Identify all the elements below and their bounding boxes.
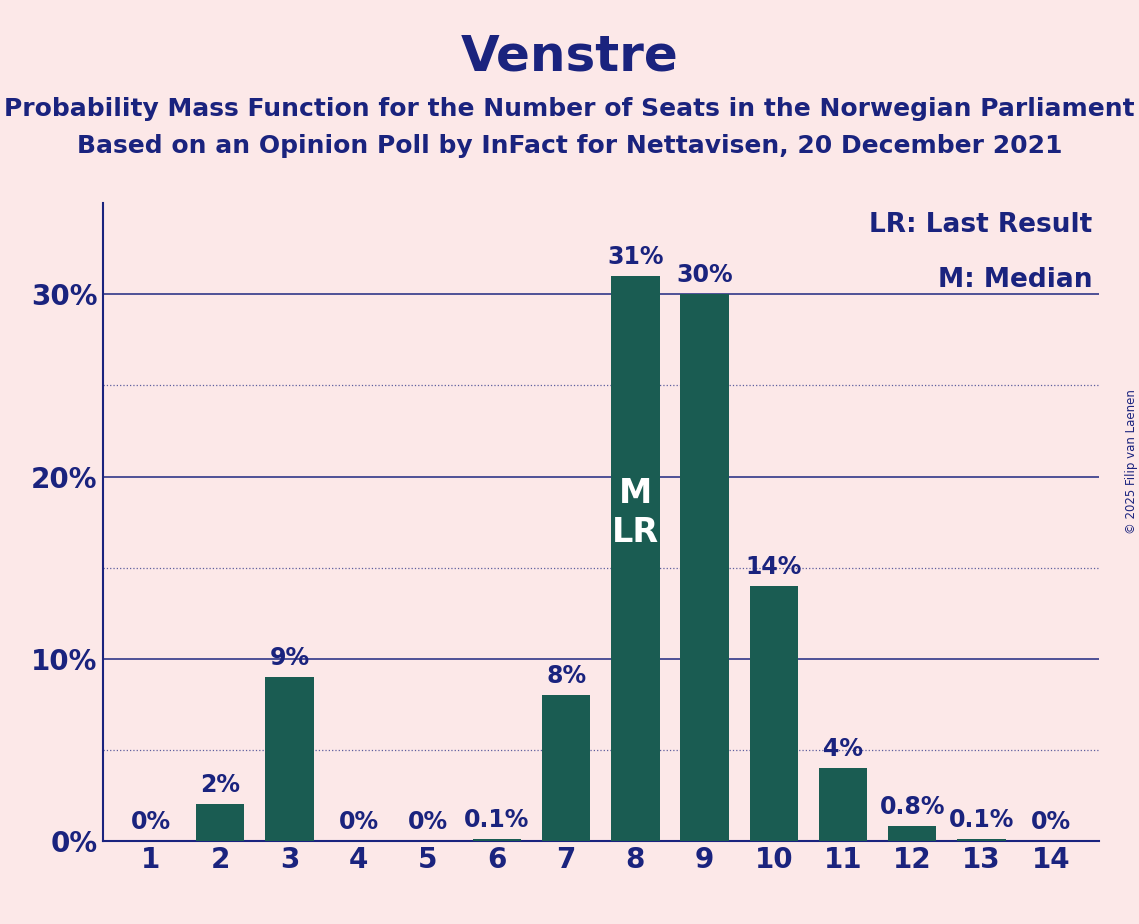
Text: Based on an Opinion Poll by InFact for Nettavisen, 20 December 2021: Based on an Opinion Poll by InFact for N… [76, 134, 1063, 158]
Text: 0%: 0% [408, 809, 448, 833]
Bar [473, 839, 522, 841]
Text: Venstre: Venstre [460, 32, 679, 80]
Text: 0.1%: 0.1% [949, 808, 1014, 832]
Bar [680, 295, 729, 841]
Text: 4%: 4% [823, 736, 863, 760]
Text: LR: Last Result: LR: Last Result [869, 213, 1092, 238]
Text: 9%: 9% [269, 646, 310, 670]
Text: 0.1%: 0.1% [465, 808, 530, 832]
Text: M
LR: M LR [612, 478, 659, 549]
Bar [612, 276, 659, 841]
Bar [196, 805, 245, 841]
Text: Probability Mass Function for the Number of Seats in the Norwegian Parliament: Probability Mass Function for the Number… [5, 97, 1134, 121]
Text: M: Median: M: Median [937, 267, 1092, 293]
Bar [819, 768, 867, 841]
Text: 31%: 31% [607, 245, 664, 269]
Text: 2%: 2% [200, 773, 240, 797]
Text: 0.8%: 0.8% [879, 795, 945, 819]
Bar [749, 586, 798, 841]
Text: © 2025 Filip van Laenen: © 2025 Filip van Laenen [1124, 390, 1138, 534]
Text: 0%: 0% [131, 809, 171, 833]
Bar [888, 826, 936, 841]
Text: 0%: 0% [1031, 809, 1071, 833]
Text: 8%: 8% [547, 663, 587, 687]
Text: 14%: 14% [746, 554, 802, 578]
Bar [542, 695, 590, 841]
Text: 0%: 0% [338, 809, 378, 833]
Bar [957, 839, 1006, 841]
Bar [265, 677, 313, 841]
Text: 30%: 30% [677, 263, 734, 287]
